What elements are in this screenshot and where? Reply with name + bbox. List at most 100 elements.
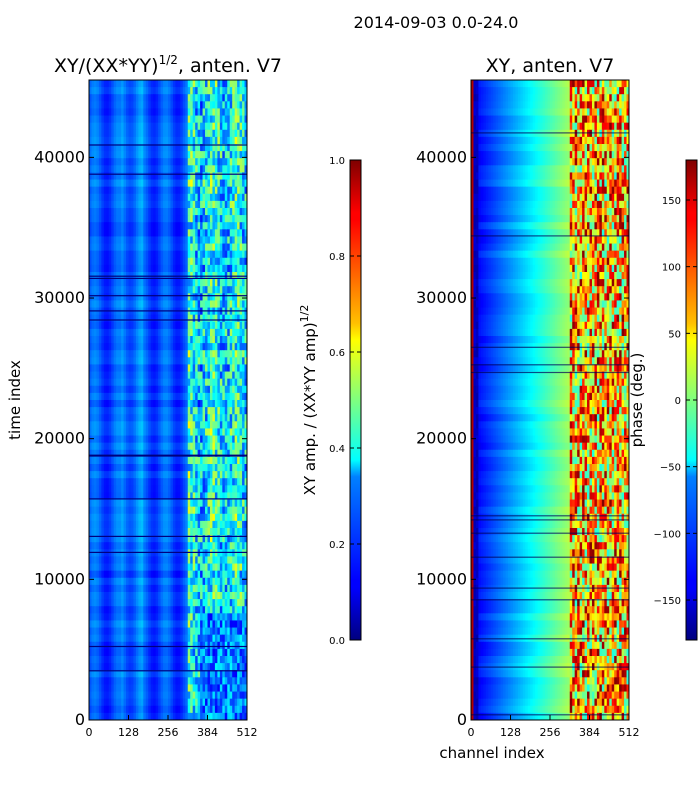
heatmap-cell — [135, 129, 139, 138]
heatmap-cell — [138, 414, 142, 422]
heatmap-cell — [121, 129, 125, 138]
heatmap-cell — [232, 385, 236, 394]
heatmap-cell — [242, 563, 246, 572]
heatmap-cell — [205, 229, 209, 238]
heatmap-cell — [130, 250, 135, 259]
heatmap-cell — [172, 236, 177, 245]
heatmap-cell — [101, 229, 105, 238]
heatmap-cell — [96, 293, 100, 302]
heatmap-cell — [143, 343, 147, 351]
heatmap-cell — [143, 435, 147, 444]
heatmap-cell — [214, 321, 218, 330]
heatmap-cell — [224, 421, 228, 430]
heatmap-cell — [116, 215, 120, 223]
heatmap-cell — [185, 471, 189, 479]
heatmap-cell — [143, 350, 147, 358]
heatmap-cell — [222, 428, 226, 437]
heatmap-cell — [200, 449, 204, 458]
heatmap-cell — [209, 371, 214, 380]
heatmap-cell — [163, 80, 167, 88]
heatmap-cell — [207, 286, 211, 294]
heatmap-cell — [200, 599, 204, 607]
heatmap-cell — [232, 279, 236, 287]
heatmap-cell — [244, 584, 247, 593]
heatmap-cell — [163, 172, 167, 181]
heatmap-cell — [108, 570, 112, 579]
heatmap-cell — [227, 520, 231, 529]
heatmap-cell — [130, 279, 135, 287]
heatmap-cell — [175, 492, 179, 501]
heatmap-cell — [185, 613, 189, 622]
heatmap-cell — [229, 471, 233, 479]
heatmap-cell — [98, 549, 102, 558]
heatmap-cell — [135, 80, 139, 88]
heatmap-cell — [214, 563, 218, 572]
heatmap-cell — [145, 528, 149, 536]
heatmap-cell — [170, 606, 174, 614]
heatmap-cell — [165, 435, 169, 444]
heatmap-cell — [190, 144, 194, 152]
heatmap-cell — [155, 627, 159, 636]
heatmap-cell — [197, 556, 201, 565]
heatmap-cell — [214, 535, 218, 543]
heatmap-cell — [195, 257, 199, 266]
heatmap-cell — [205, 250, 209, 259]
heatmap-cell — [180, 606, 184, 614]
heatmap-cell — [101, 549, 105, 558]
heatmap-cell — [185, 385, 189, 394]
heatmap-cell — [98, 257, 102, 266]
heatmap-cell — [158, 485, 162, 494]
heatmap-cell — [180, 492, 184, 501]
heatmap-cell — [197, 592, 201, 600]
heatmap-cell — [214, 136, 218, 145]
heatmap-cell — [103, 87, 107, 95]
heatmap-cell — [128, 80, 132, 88]
heatmap-cell — [91, 115, 95, 124]
heatmap-cell — [214, 442, 218, 451]
heatmap-cell — [187, 343, 191, 351]
heatmap-cell — [175, 300, 179, 309]
heatmap-cell — [93, 144, 98, 152]
heatmap-cell — [126, 378, 130, 387]
heatmap-cell — [128, 300, 132, 309]
heatmap-cell — [168, 243, 172, 252]
heatmap-cell — [121, 428, 125, 437]
heatmap-cell — [123, 208, 127, 216]
heatmap-cell — [148, 215, 152, 223]
heatmap-cell — [158, 222, 162, 230]
heatmap-cell — [130, 513, 135, 522]
heatmap-cell — [185, 492, 189, 501]
heatmap-cell — [150, 257, 154, 266]
heatmap-cell — [190, 179, 194, 188]
heatmap-cell — [135, 94, 139, 102]
heatmap-cell — [108, 215, 112, 223]
heatmap-cell — [185, 520, 189, 529]
heatmap-cell — [89, 250, 93, 259]
heatmap-cell — [187, 620, 191, 629]
heatmap-cell — [116, 364, 120, 373]
heatmap-cell — [205, 378, 209, 387]
heatmap-cell — [155, 300, 159, 309]
heatmap-cell — [108, 556, 112, 565]
heatmap-cell — [202, 328, 206, 337]
heatmap-cell — [135, 293, 139, 302]
heatmap-cell — [170, 400, 174, 408]
heatmap-cell — [190, 535, 194, 543]
heatmap-cell — [150, 528, 154, 536]
heatmap-cell — [172, 243, 177, 252]
heatmap-cell — [101, 478, 105, 486]
heatmap-cell — [182, 250, 186, 259]
heatmap-cell — [160, 250, 164, 259]
heatmap-cell — [101, 570, 105, 579]
heatmap-cell — [165, 392, 169, 401]
heatmap-cell — [219, 328, 223, 337]
heatmap-cell — [177, 108, 181, 117]
heatmap-cell — [207, 421, 211, 430]
heatmap-cell — [96, 542, 100, 550]
heatmap-cell — [237, 108, 241, 117]
heatmap-cell — [180, 350, 184, 358]
heatmap-cell — [177, 592, 181, 600]
heatmap-cell — [160, 385, 164, 394]
heatmap-cell — [222, 264, 226, 273]
heatmap-cell — [126, 520, 130, 529]
